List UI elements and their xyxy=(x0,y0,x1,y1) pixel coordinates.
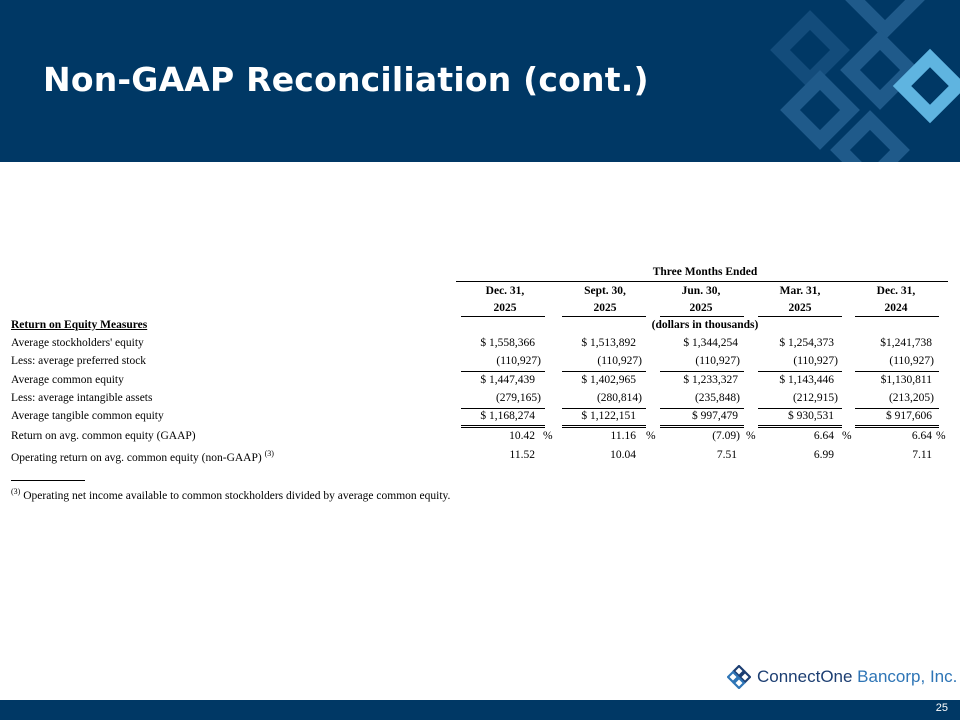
col-header-line2: 2025 xyxy=(689,302,713,314)
footnote-mark: (3) xyxy=(11,487,21,496)
table-cell: $ 1,254,373 xyxy=(779,337,834,349)
logo-text-bancorp: Bancorp, Inc. xyxy=(852,667,958,686)
table-cell: $ 1,447,439 xyxy=(480,374,535,386)
col-header-line1: Dec. 31, xyxy=(876,285,916,297)
row-label: Operating return on avg. common equity (… xyxy=(11,449,274,464)
logo-diamond-icon xyxy=(727,665,751,689)
company-logo: ConnectOne Bancorp, Inc. xyxy=(727,664,957,690)
col-header-rule xyxy=(461,316,545,317)
table-cell: 10.42 xyxy=(509,430,535,442)
row-label: Average tangible common equity xyxy=(11,410,164,422)
table-cell: 11.52 xyxy=(509,449,535,461)
table-cell: $ 1,233,327 xyxy=(683,374,738,386)
table-cell: (110,927) xyxy=(496,355,541,367)
subtotal-rule xyxy=(660,371,744,372)
table-cell: $ 917,606 xyxy=(886,410,932,422)
col-header-rule xyxy=(855,316,939,317)
table-cell: 6.99 xyxy=(813,449,834,461)
table-cell: (110,927) xyxy=(695,355,740,367)
col-header-rule xyxy=(758,316,842,317)
percent-unit: % xyxy=(842,430,852,442)
logo-text-connectone: ConnectOne xyxy=(757,667,853,686)
table-cell: $1,241,738 xyxy=(880,337,932,349)
table-cell: (280,814) xyxy=(596,392,642,404)
row-label: Return on avg. common equity (GAAP) xyxy=(11,430,196,442)
row-label: Average stockholders' equity xyxy=(11,337,144,349)
table-cell: (212,915) xyxy=(792,392,838,404)
table-cell: (213,205) xyxy=(888,392,934,404)
subtotal-rule xyxy=(855,371,939,372)
col-header-line1: Jun. 30, xyxy=(681,285,721,297)
slide-title: Non-GAAP Reconciliation (cont.) xyxy=(43,60,649,99)
footnote: (3) Operating net income available to co… xyxy=(11,487,450,502)
row-label-text: Operating return on avg. common equity (… xyxy=(11,451,262,464)
total-double-rule xyxy=(562,425,646,428)
col-header-line1: Mar. 31, xyxy=(779,285,821,297)
section-header: Return on Equity Measures xyxy=(11,319,148,331)
group-header-rule xyxy=(456,281,948,282)
total-double-rule xyxy=(855,425,939,428)
percent-unit: % xyxy=(936,430,946,442)
row-label: Less: average intangible assets xyxy=(11,392,153,404)
subtotal-rule xyxy=(855,408,939,409)
table-cell: $ 1,122,151 xyxy=(581,410,636,422)
table-cell: 11.16 xyxy=(610,430,636,442)
table-cell: $ 930,531 xyxy=(788,410,834,422)
title-banner: Non-GAAP Reconciliation (cont.) xyxy=(0,0,960,162)
col-header-line1: Sept. 30, xyxy=(584,285,626,297)
footnote-text: Operating net income available to common… xyxy=(23,489,451,502)
total-double-rule xyxy=(660,425,744,428)
diamond-pattern-decoration xyxy=(770,0,960,162)
col-header-line2: 2025 xyxy=(493,302,517,314)
table-cell: $ 1,402,965 xyxy=(581,374,636,386)
subtotal-rule xyxy=(758,371,842,372)
table-cell: $1,130,811 xyxy=(880,374,932,386)
footnote-separator xyxy=(11,480,85,481)
row-label: Average common equity xyxy=(11,374,124,386)
table-cell: 10.04 xyxy=(610,449,636,461)
percent-unit: % xyxy=(746,430,756,442)
table-cell: (279,165) xyxy=(495,392,541,404)
subtotal-rule xyxy=(758,408,842,409)
table-cell: 6.64 xyxy=(813,430,834,442)
table-cell: $ 1,143,446 xyxy=(779,374,834,386)
logo-text: ConnectOne Bancorp, Inc. xyxy=(757,667,957,687)
row-label: Less: average preferred stock xyxy=(11,355,147,367)
total-double-rule xyxy=(461,425,545,428)
table-cell: (235,848) xyxy=(694,392,740,404)
col-header-line1: Dec. 31, xyxy=(485,285,525,297)
col-header-line2: 2024 xyxy=(884,302,908,314)
table-cell: $ 1,168,274 xyxy=(480,410,535,422)
subtotal-rule xyxy=(461,408,545,409)
table-cell: (110,927) xyxy=(889,355,934,367)
col-header-line2: 2025 xyxy=(788,302,812,314)
total-double-rule xyxy=(758,425,842,428)
subtotal-rule xyxy=(562,371,646,372)
table-cell: 6.64 xyxy=(911,430,932,442)
table-cell: 7.11 xyxy=(912,449,932,461)
footer-bar: 25 xyxy=(0,700,960,720)
col-header-rule xyxy=(562,316,646,317)
page-number: 25 xyxy=(935,702,948,714)
subtotal-rule xyxy=(562,408,646,409)
table-cell: $ 1,513,892 xyxy=(581,337,636,349)
table-cell: (110,927) xyxy=(597,355,642,367)
table-cell: 7.51 xyxy=(716,449,737,461)
footnote-reference: (3) xyxy=(264,449,274,458)
col-header-line2: 2025 xyxy=(593,302,617,314)
col-header-rule xyxy=(660,316,744,317)
subtotal-rule xyxy=(461,371,545,372)
roe-reconciliation-table: Three Months Ended Dec. 31, Sept. 30, Ju… xyxy=(11,266,948,502)
table-cell: $ 997,479 xyxy=(692,410,738,422)
table-cell: $ 1,344,254 xyxy=(683,337,738,349)
group-header: Three Months Ended xyxy=(652,266,758,278)
subtotal-rule xyxy=(660,408,744,409)
units-note: (dollars in thousands) xyxy=(651,319,759,331)
table-cell: (7.09) xyxy=(712,430,740,442)
table-cell: (110,927) xyxy=(793,355,838,367)
table-cell: $ 1,558,366 xyxy=(480,337,535,349)
percent-unit: % xyxy=(543,430,553,442)
percent-unit: % xyxy=(646,430,656,442)
